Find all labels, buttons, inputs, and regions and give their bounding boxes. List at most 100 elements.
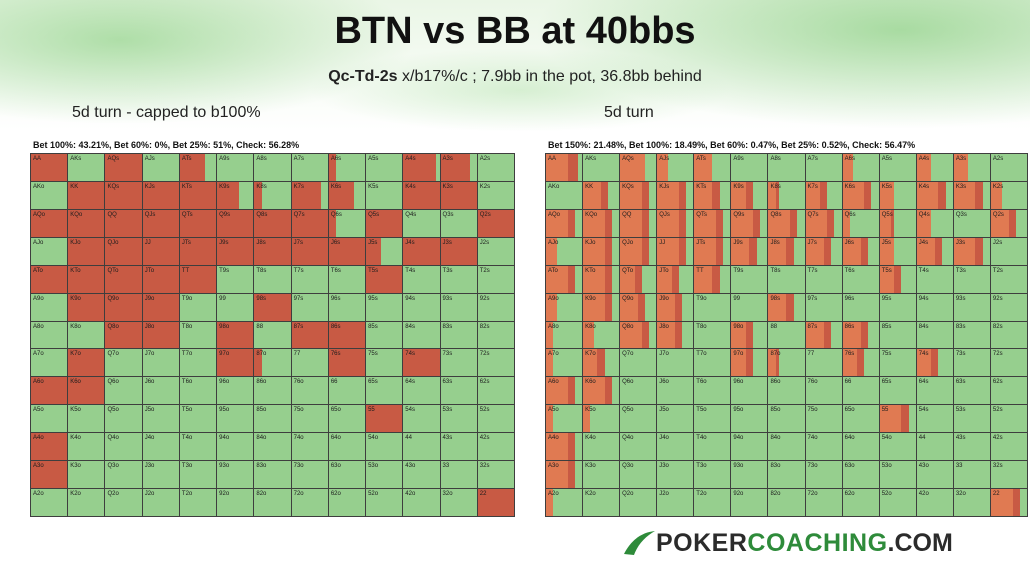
left-hand-cell[interactable]: 77 (291, 349, 328, 377)
left-hand-cell[interactable]: 92s (477, 293, 514, 321)
right-hand-cell[interactable]: 85o (768, 405, 805, 433)
left-hand-cell[interactable]: J9o (142, 293, 179, 321)
left-hand-cell[interactable]: 54o (366, 433, 403, 461)
right-hand-cell[interactable]: 87o (768, 349, 805, 377)
right-hand-cell[interactable]: 32s (990, 461, 1027, 489)
right-hand-cell[interactable]: K3o (583, 461, 620, 489)
right-hand-cell[interactable]: J4o (657, 433, 694, 461)
right-hand-cell[interactable]: K2s (990, 181, 1027, 209)
left-hand-cell[interactable]: 93o (217, 461, 254, 489)
left-hand-cell[interactable]: A3o (31, 461, 68, 489)
right-hand-cell[interactable]: Q2s (990, 209, 1027, 237)
right-hand-cell[interactable]: JJ (657, 237, 694, 265)
right-hand-cell[interactable]: Q3o (620, 461, 657, 489)
left-hand-cell[interactable]: K8o (68, 321, 105, 349)
left-hand-cell[interactable]: A9s (217, 154, 254, 181)
left-hand-cell[interactable]: Q9s (217, 209, 254, 237)
right-hand-cell[interactable]: AKs (583, 154, 620, 181)
left-hand-cell[interactable]: AKs (68, 154, 105, 181)
left-hand-cell[interactable]: Q5o (105, 405, 142, 433)
left-hand-cell[interactable]: 75o (291, 405, 328, 433)
left-hand-cell[interactable]: 96o (217, 377, 254, 405)
left-hand-cell[interactable]: K2s (477, 181, 514, 209)
left-hand-cell[interactable]: K4o (68, 433, 105, 461)
right-hand-cell[interactable]: 82o (768, 489, 805, 516)
left-hand-cell[interactable]: 95s (366, 293, 403, 321)
left-hand-cell[interactable]: A5s (366, 154, 403, 181)
left-hand-cell[interactable]: 42o (403, 489, 440, 516)
right-hand-cell[interactable]: AJs (657, 154, 694, 181)
right-hand-cell[interactable]: 62o (842, 489, 879, 516)
left-hand-cell[interactable]: KQs (105, 181, 142, 209)
left-hand-cell[interactable]: Q3s (440, 209, 477, 237)
left-hand-cell[interactable]: A2s (477, 154, 514, 181)
left-hand-cell[interactable]: 94o (217, 433, 254, 461)
left-hand-cell[interactable]: Q2o (105, 489, 142, 516)
right-hand-cell[interactable]: T5o (694, 405, 731, 433)
right-hand-cell[interactable]: QJs (657, 209, 694, 237)
left-hand-cell[interactable]: Q8s (254, 209, 291, 237)
left-hand-cell[interactable]: Q6o (105, 377, 142, 405)
left-hand-cell[interactable]: 73s (440, 349, 477, 377)
right-hand-cell[interactable]: 65s (879, 377, 916, 405)
right-hand-cell[interactable]: AJo (546, 237, 583, 265)
left-hand-cell[interactable]: K9o (68, 293, 105, 321)
left-hand-cell[interactable]: 32s (477, 461, 514, 489)
left-hand-cell[interactable]: 32o (440, 489, 477, 516)
left-hand-cell[interactable]: J4s (403, 237, 440, 265)
right-hand-cell[interactable]: T6o (694, 377, 731, 405)
right-hand-cell[interactable]: T7o (694, 349, 731, 377)
left-hand-cell[interactable]: ATo (31, 265, 68, 293)
right-hand-cell[interactable]: J7o (657, 349, 694, 377)
left-hand-cell[interactable]: 97o (217, 349, 254, 377)
right-hand-cell[interactable]: QJo (620, 237, 657, 265)
left-hand-cell[interactable]: QJo (105, 237, 142, 265)
right-hand-cell[interactable]: 54s (916, 405, 953, 433)
right-hand-cell[interactable]: 96s (842, 293, 879, 321)
left-hand-cell[interactable]: 72o (291, 489, 328, 516)
left-hand-cell[interactable]: 85o (254, 405, 291, 433)
left-hand-cell[interactable]: 74s (403, 349, 440, 377)
right-hand-cell[interactable]: T9s (731, 265, 768, 293)
left-hand-cell[interactable]: J6o (142, 377, 179, 405)
left-hand-cell[interactable]: JJ (142, 237, 179, 265)
right-hand-cell[interactable]: 92o (731, 489, 768, 516)
left-hand-cell[interactable]: 98s (254, 293, 291, 321)
left-hand-cell[interactable]: K3o (68, 461, 105, 489)
right-hand-cell[interactable]: T7s (805, 265, 842, 293)
right-hand-cell[interactable]: K3s (953, 181, 990, 209)
left-hand-cell[interactable]: 42s (477, 433, 514, 461)
right-hand-cell[interactable]: T4s (916, 265, 953, 293)
right-hand-cell[interactable]: AKo (546, 181, 583, 209)
left-hand-cell[interactable]: J4o (142, 433, 179, 461)
right-hand-cell[interactable]: QQ (620, 209, 657, 237)
left-hand-cell[interactable]: 76o (291, 377, 328, 405)
left-hand-cell[interactable]: 86o (254, 377, 291, 405)
right-hand-cell[interactable]: 73o (805, 461, 842, 489)
right-hand-cell[interactable]: A7s (805, 154, 842, 181)
right-hand-cell[interactable]: A4o (546, 433, 583, 461)
right-hand-cell[interactable]: Q8s (768, 209, 805, 237)
right-hand-cell[interactable]: J9o (657, 293, 694, 321)
left-hand-cell[interactable]: T6s (328, 265, 366, 293)
right-hand-cell[interactable]: K6s (842, 181, 879, 209)
left-hand-cell[interactable]: A8o (31, 321, 68, 349)
right-hand-cell[interactable]: KK (583, 181, 620, 209)
right-hand-cell[interactable]: A4s (916, 154, 953, 181)
right-hand-cell[interactable]: A9s (731, 154, 768, 181)
left-hand-cell[interactable]: A2o (31, 489, 68, 516)
right-hand-cell[interactable]: KJo (583, 237, 620, 265)
left-hand-cell[interactable]: 83s (440, 321, 477, 349)
left-hand-cell[interactable]: 84s (403, 321, 440, 349)
left-hand-cell[interactable]: 85s (366, 321, 403, 349)
right-hand-cell[interactable]: 76s (842, 349, 879, 377)
left-hand-cell[interactable]: 83o (254, 461, 291, 489)
left-hand-cell[interactable]: J5s (366, 237, 403, 265)
left-hand-cell[interactable]: JTs (179, 237, 217, 265)
left-hand-cell[interactable]: 43s (440, 433, 477, 461)
right-hand-cell[interactable]: J2s (990, 237, 1027, 265)
right-hand-cell[interactable]: 65o (842, 405, 879, 433)
right-hand-cell[interactable]: JTs (694, 237, 731, 265)
left-hand-cell[interactable]: J3s (440, 237, 477, 265)
right-hand-cell[interactable]: KTo (583, 265, 620, 293)
